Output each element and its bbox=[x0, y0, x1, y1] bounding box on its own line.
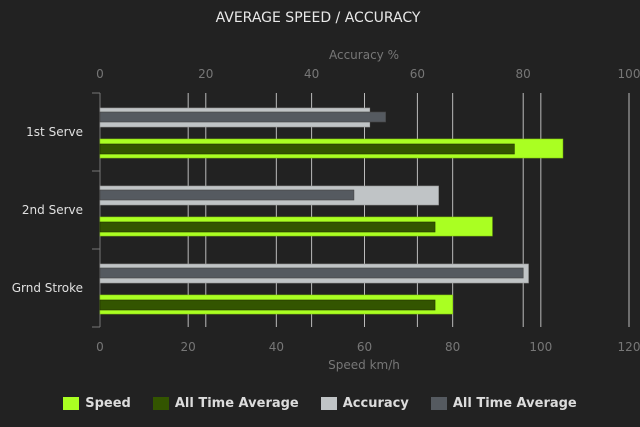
speed-average-bar bbox=[99, 221, 436, 233]
chart-title: AVERAGE SPEED / ACCURACY bbox=[216, 10, 421, 26]
bottom-axis-label: Speed km/h bbox=[328, 358, 400, 372]
bottom-tick-label: 120 bbox=[618, 340, 640, 354]
bottom-tick-label: 40 bbox=[269, 340, 284, 354]
bottom-tick-label: 20 bbox=[181, 340, 196, 354]
legend-label: All Time Average bbox=[174, 396, 299, 411]
top-tick-label: 20 bbox=[198, 67, 213, 81]
top-tick-label: 80 bbox=[516, 67, 531, 81]
category-label: Grnd Stroke bbox=[12, 281, 83, 295]
speed-average-bar bbox=[99, 143, 515, 155]
legend-item-accuracy[interactable]: Accuracy bbox=[320, 396, 409, 411]
legend-swatch bbox=[430, 397, 447, 410]
legend-swatch bbox=[152, 397, 169, 410]
category-label: 2nd Serve bbox=[22, 203, 83, 217]
top-tick-label: 0 bbox=[96, 67, 104, 81]
legend: Speed All Time Average Accuracy All Time… bbox=[0, 396, 640, 411]
accuracy-average-bar bbox=[99, 267, 524, 279]
bottom-tick-label: 0 bbox=[96, 340, 104, 354]
legend-item-speed-average[interactable]: All Time Average bbox=[152, 396, 299, 411]
legend-item-accuracy-average[interactable]: All Time Average bbox=[430, 396, 577, 411]
bottom-tick-label: 100 bbox=[529, 340, 552, 354]
speed-average-bar bbox=[99, 299, 436, 311]
legend-swatch bbox=[320, 397, 337, 410]
legend-label: All Time Average bbox=[452, 396, 577, 411]
legend-swatch bbox=[63, 397, 80, 410]
top-tick-label: 40 bbox=[304, 67, 319, 81]
accuracy-average-bar bbox=[99, 111, 386, 123]
bottom-tick-label: 80 bbox=[445, 340, 460, 354]
category-label: 1st Serve bbox=[26, 125, 83, 139]
legend-item-speed[interactable]: Speed bbox=[63, 396, 131, 411]
legend-label: Accuracy bbox=[342, 396, 409, 411]
legend-label: Speed bbox=[85, 396, 131, 411]
top-axis-label: Accuracy % bbox=[329, 48, 399, 62]
bottom-tick-label: 60 bbox=[357, 340, 372, 354]
top-tick-label: 100 bbox=[618, 67, 640, 81]
accuracy-average-bar bbox=[99, 189, 355, 201]
top-tick-label: 60 bbox=[410, 67, 425, 81]
